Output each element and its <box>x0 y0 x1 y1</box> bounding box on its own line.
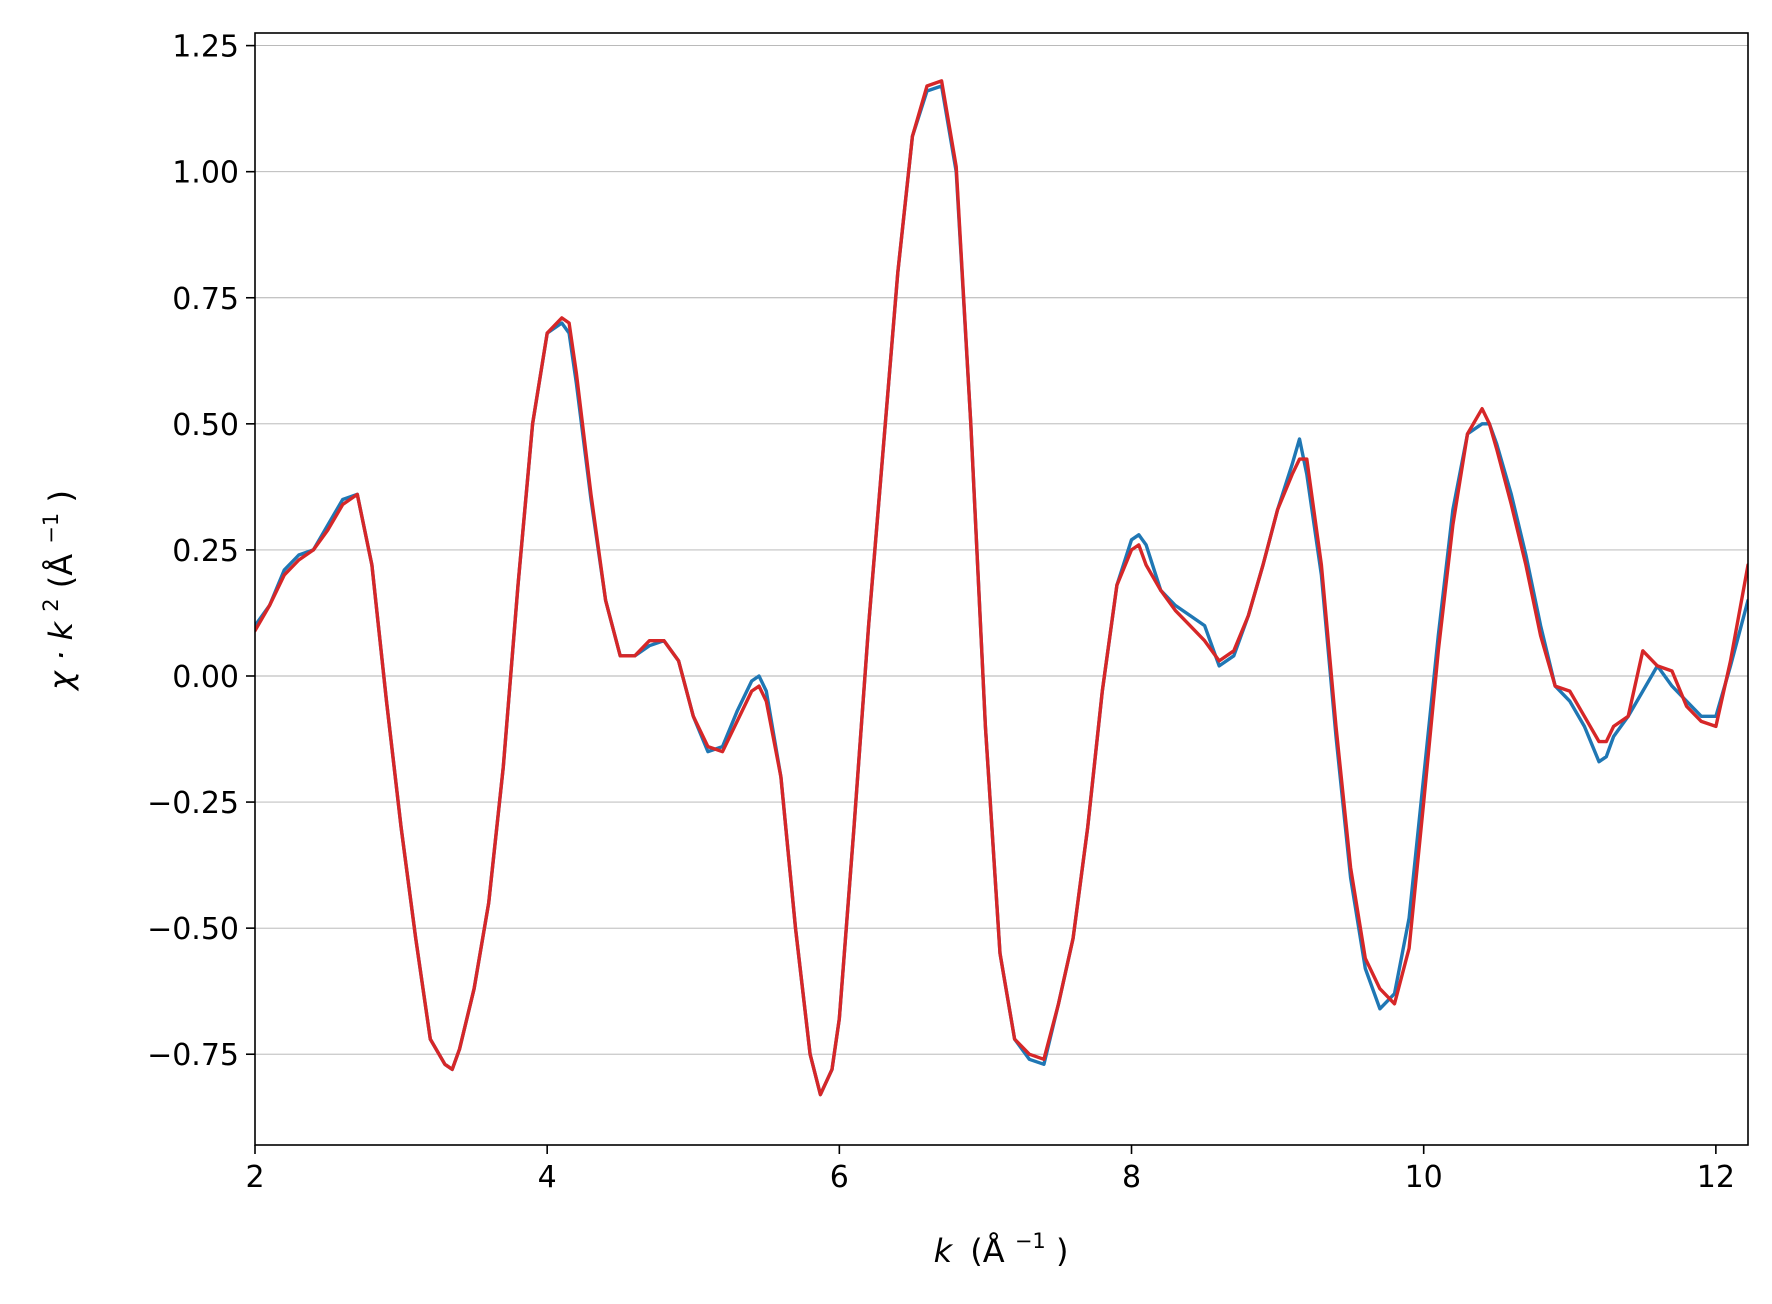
y-tick-label: 0.25 <box>172 534 239 569</box>
series-lines <box>255 79 1748 1097</box>
y-tick-label: −0.75 <box>147 1038 239 1073</box>
grid-lines <box>255 45 1748 1055</box>
x-tick-label: 8 <box>1122 1160 1141 1195</box>
y-tick-label: 0.50 <box>172 408 239 443</box>
x-tick-label: 4 <box>538 1160 557 1195</box>
x-tick-label: 6 <box>830 1160 849 1195</box>
x-axis-label: k (Å −1 ) <box>934 1218 1069 1270</box>
series-line-2 <box>255 79 1748 1097</box>
x-tick-label: 2 <box>245 1160 264 1195</box>
y-tick-label: 1.25 <box>172 30 239 65</box>
y-tick-label: 1.00 <box>172 156 239 191</box>
y-tick-label: −0.25 <box>147 786 239 821</box>
y-tick-label: −0.50 <box>147 912 239 947</box>
x-tick-label: 10 <box>1405 1160 1443 1195</box>
y-tick-label: 0.00 <box>172 660 239 695</box>
x-tick-label: 12 <box>1697 1160 1735 1195</box>
plot-frame <box>254 32 1749 1146</box>
y-axis-ticks: −0.75 −0.50 −0.25 0.00 0.25 0.50 0.75 1.00 1.25 <box>147 30 255 1073</box>
y-axis-label: χ · k 2 (Å −1 ) <box>28 490 80 692</box>
y-tick-label: 0.75 <box>172 282 239 317</box>
x-axis-ticks: 2 4 6 8 10 12 <box>245 1145 1735 1195</box>
